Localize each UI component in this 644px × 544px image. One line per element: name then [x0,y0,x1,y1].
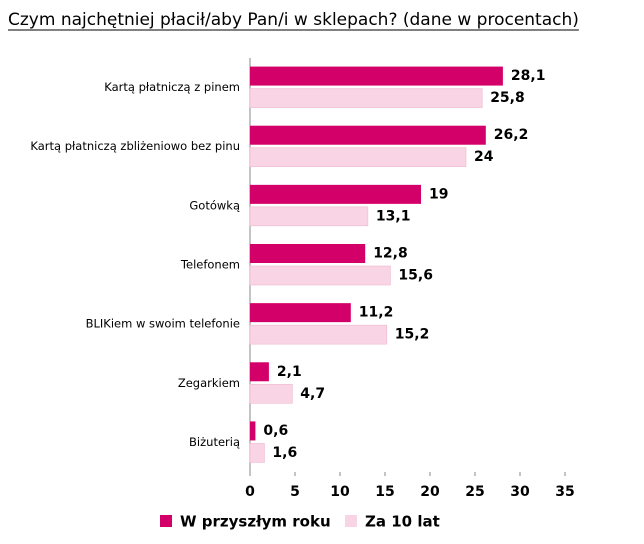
bar [250,362,269,382]
value-label: 2,1 [277,364,302,380]
x-tick-label: 15 [375,484,394,500]
category-label: BLIKiem w swoim telefonie [86,317,240,331]
category-label: Telefonem [180,258,240,272]
legend-label: Za 10 lat [365,513,440,531]
bar [249,88,483,108]
value-label: 26,2 [494,127,529,143]
value-label: 19 [429,186,448,202]
category-label: Kartą płatniczą z pinem [104,80,240,94]
value-label: 12,8 [373,246,408,262]
x-tick-label: 20 [420,484,440,500]
bar [250,244,366,263]
category-label: Biżuterią [189,435,240,449]
category-label: Kartą płatniczą zbliżeniowo bez pinu [30,139,240,153]
x-tick-label: 0 [245,484,255,500]
bar [249,265,391,286]
value-label: 4,7 [300,386,325,402]
value-label: 1,6 [272,445,297,461]
bar [250,421,256,441]
x-tick-label: 10 [330,484,350,500]
bar [250,66,503,86]
value-label: 24 [474,149,494,165]
value-label: 15,6 [398,268,433,284]
category-label: Gotówką [189,198,240,212]
chart-title: Czym najchętniej płacił/aby Pan/i w skle… [8,10,579,30]
value-label: 0,6 [263,423,288,439]
category-label: Zegarkiem [178,376,240,390]
bar [250,125,486,145]
value-label: 15,2 [395,327,430,343]
bar [249,443,265,463]
bar [249,383,293,404]
x-tick-label: 35 [555,484,574,500]
legend-label: W przyszłym roku [180,513,331,531]
value-label: 28,1 [511,68,546,84]
x-tick-label: 30 [510,484,530,500]
bar [250,303,351,323]
bar [250,184,421,204]
legend-swatch [345,515,357,527]
legend-swatch [160,515,172,527]
bar [249,206,369,227]
value-label: 13,1 [376,208,411,224]
bar [249,147,467,168]
x-tick-label: 25 [465,484,484,500]
value-label: 11,2 [359,305,394,321]
bar [249,324,388,345]
value-label: 25,8 [490,90,525,106]
x-tick-label: 5 [290,484,300,500]
